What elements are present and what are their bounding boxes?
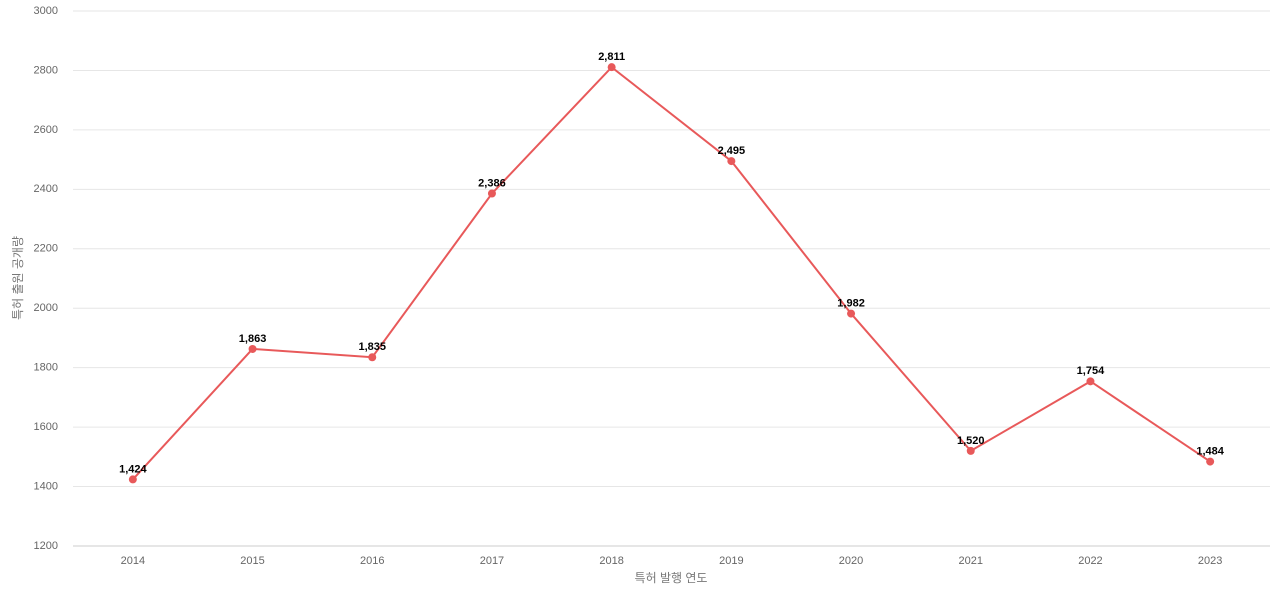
value-label: 1,520: [957, 435, 985, 447]
value-label: 2,811: [598, 51, 625, 63]
x-tick-label: 2015: [240, 555, 264, 567]
point: [1206, 457, 1215, 466]
point: [607, 63, 616, 72]
point: [727, 157, 736, 166]
x-tick-label: 2019: [719, 555, 743, 567]
x-tick-label: 2020: [839, 555, 863, 567]
y-tick-label: 1400: [34, 480, 58, 492]
y-tick-label: 2800: [34, 64, 58, 76]
y-tick-label: 2400: [34, 183, 58, 195]
point: [966, 446, 975, 455]
value-label: 1,484: [1196, 445, 1224, 457]
point: [487, 189, 496, 198]
x-axis-title: 특허 발행 연도: [635, 570, 708, 585]
y-tick-label: 3000: [34, 5, 58, 17]
value-label: 2,495: [718, 145, 746, 157]
x-tick-label: 2014: [121, 555, 145, 567]
value-label: 2,386: [478, 177, 506, 189]
point: [248, 344, 257, 353]
y-tick-label: 1200: [34, 540, 58, 552]
x-tick-label: 2018: [599, 555, 623, 567]
point: [1086, 377, 1095, 386]
point: [128, 475, 137, 484]
value-label: 1,863: [239, 333, 267, 345]
y-tick-label: 2600: [34, 124, 58, 136]
line: [132, 65, 1211, 481]
point: [368, 353, 377, 362]
value-label: 1,835: [358, 341, 386, 353]
value-label: 1,982: [837, 297, 865, 309]
y-tick-label: 2000: [34, 302, 58, 314]
y-tick-label: 1600: [34, 421, 58, 433]
value-label: 1,754: [1077, 365, 1105, 377]
x-tick-label: 2017: [480, 555, 504, 567]
value-label: 1,424: [119, 463, 147, 475]
y-tick-label: 2200: [34, 243, 58, 255]
y-tick-label: 1800: [34, 362, 58, 374]
x-tick-label: 2022: [1078, 555, 1102, 567]
x-tick-label: 2023: [1198, 555, 1222, 567]
x-tick-label: 2016: [360, 555, 384, 567]
y-axis-title: 특허 출원 공개량: [11, 236, 25, 320]
point: [847, 309, 856, 318]
x-tick-label: 2021: [959, 555, 983, 567]
